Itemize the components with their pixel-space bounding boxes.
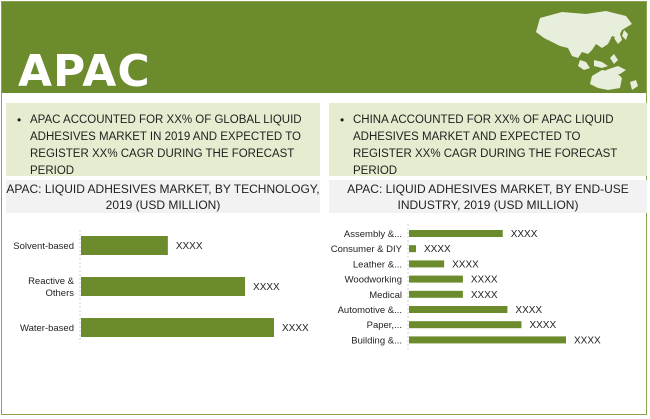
category-label: Building &...	[351, 335, 402, 346]
value-label: XXXX	[515, 305, 542, 316]
callout-text: CHINA ACCOUNTED FOR XX% OF APAC LIQUID A…	[353, 114, 618, 177]
value-label: XXXX	[471, 290, 498, 301]
bar	[409, 230, 503, 237]
value-label: XXXX	[471, 275, 498, 286]
value-label: XXXX	[529, 320, 556, 331]
asia-pacific-map-icon	[536, 11, 638, 90]
region-title: APAC	[18, 46, 151, 97]
bar	[409, 306, 508, 313]
bar	[409, 336, 566, 344]
callout-text: APAC ACCOUNTED FOR XX% OF GLOBAL LIQUID …	[30, 114, 302, 177]
value-label: XXXX	[282, 323, 309, 334]
value-label: XXXX	[253, 282, 280, 293]
value-label: XXXX	[511, 229, 538, 240]
bar	[409, 245, 417, 253]
bar	[81, 318, 274, 337]
end-use-bar-chart: Assembly &... XXXX Consumer & DIY XXXX Leath…	[331, 224, 601, 350]
callout-region-share: • APAC ACCOUNTED FOR XX% OF GLOBAL LIQUI…	[6, 103, 320, 177]
category-label: Water-based	[20, 323, 74, 334]
bar	[81, 277, 246, 296]
category-label: Paper,...	[367, 320, 402, 331]
value-label: XXXX	[176, 241, 203, 252]
bar	[81, 236, 168, 255]
bar	[409, 275, 463, 283]
category-label: Assembly &...	[344, 229, 402, 240]
value-label: XXXX	[424, 244, 451, 255]
bar	[409, 260, 445, 268]
region-banner: APAC	[2, 2, 646, 97]
category-label: Consumer & DIY	[331, 244, 403, 255]
chart-title-technology: APAC: LIQUID ADHESIVES MARKET, BY TECHNO…	[6, 180, 320, 213]
category-label: Solvent-based	[13, 241, 74, 252]
bullet-point: •	[17, 113, 22, 127]
category-label: Others	[45, 288, 74, 299]
value-label: XXXX	[452, 259, 479, 270]
category-label: Reactive &	[28, 276, 75, 287]
bar	[409, 321, 522, 329]
value-label: XXXX	[574, 335, 601, 346]
bullet-point: •	[340, 113, 345, 127]
category-label: Automotive &...	[338, 305, 402, 316]
bar	[409, 290, 463, 298]
category-label: Leather &...	[353, 259, 402, 270]
callout-china-share: • CHINA ACCOUNTED FOR XX% OF APAC LIQUID…	[329, 103, 647, 177]
technology-bar-chart: Solvent-based XXXX Reactive &Others XXXX Wat…	[13, 230, 309, 343]
chart-title-end-use: APAC: LIQUID ADHESIVES MARKET, BY END-US…	[329, 180, 647, 213]
category-label: Woodworking	[345, 275, 402, 286]
category-label: Medical	[369, 290, 402, 301]
